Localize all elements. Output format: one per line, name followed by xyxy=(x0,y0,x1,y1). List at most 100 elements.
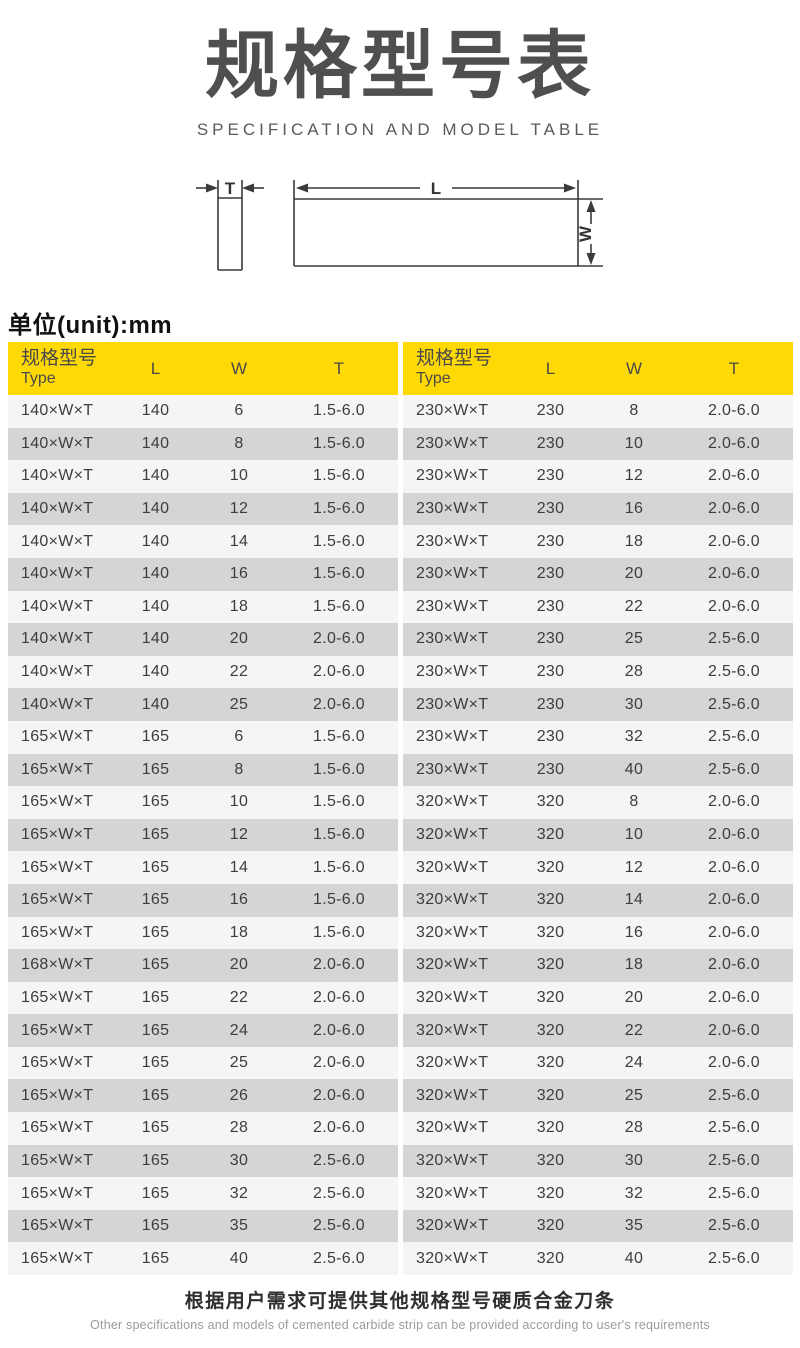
cell-l: 140 xyxy=(141,597,170,615)
cell-type: 165×W×T xyxy=(21,1086,94,1104)
table-row: 230×W×T 230 20 2.0-6.0 xyxy=(403,557,793,591)
table-row: 140×W×T 140 12 1.5-6.0 xyxy=(8,492,398,526)
cell-l: 165 xyxy=(141,1086,170,1104)
cell-w: 18 xyxy=(624,956,644,974)
cell-t: 2.0-6.0 xyxy=(313,956,365,974)
table-row: 165×W×T 165 16 1.5-6.0 xyxy=(8,883,398,917)
cell-type: 140×W×T xyxy=(21,532,94,550)
table-row: 140×W×T 140 20 2.0-6.0 xyxy=(8,623,398,656)
cell-type: 230×W×T xyxy=(416,728,489,746)
cell-w: 32 xyxy=(229,1184,249,1202)
column-header-type-zh: 规格型号 xyxy=(21,348,98,370)
table-row: 140×W×T 140 25 2.0-6.0 xyxy=(8,688,398,721)
cell-l: 165 xyxy=(141,923,170,941)
cell-t: 2.0-6.0 xyxy=(313,663,365,681)
cell-type: 165×W×T xyxy=(21,923,94,941)
column-header-type: 规格型号 Type xyxy=(403,348,508,388)
cell-w: 20 xyxy=(229,630,249,648)
cell-t: 2.0-6.0 xyxy=(313,1054,365,1072)
table-row: 165×W×T 165 40 2.5-6.0 xyxy=(8,1242,398,1276)
table-row: 320×W×T 320 16 2.0-6.0 xyxy=(403,916,793,950)
w-arrow-down-icon xyxy=(586,253,596,265)
cell-t: 2.0-6.0 xyxy=(708,891,760,909)
cell-w: 16 xyxy=(229,891,249,909)
cell-type: 230×W×T xyxy=(416,597,489,615)
table-row: 165×W×T 165 10 1.5-6.0 xyxy=(8,786,398,819)
cell-w: 8 xyxy=(234,760,244,778)
table-row: 165×W×T 165 6 1.5-6.0 xyxy=(8,720,398,754)
table-row: 320×W×T 320 25 2.5-6.0 xyxy=(403,1079,793,1113)
cell-l: 165 xyxy=(141,1249,170,1267)
table-row: 230×W×T 230 40 2.5-6.0 xyxy=(403,753,793,787)
cell-w: 24 xyxy=(624,1054,644,1072)
cell-type: 165×W×T xyxy=(21,1021,94,1039)
cell-l: 320 xyxy=(536,1054,565,1072)
table-row: 140×W×T 140 6 1.5-6.0 xyxy=(8,395,398,428)
cell-t: 1.5-6.0 xyxy=(313,467,365,485)
cell-w: 8 xyxy=(234,434,244,452)
table-row: 230×W×T 230 8 2.0-6.0 xyxy=(403,395,793,428)
l-arrow-left-icon xyxy=(296,183,308,193)
cell-w: 12 xyxy=(229,826,249,844)
cell-l: 140 xyxy=(141,500,170,518)
table-row: 230×W×T 230 22 2.0-6.0 xyxy=(403,590,793,624)
cell-l: 140 xyxy=(141,402,170,420)
table-row: 230×W×T 230 10 2.0-6.0 xyxy=(403,427,793,461)
cell-w: 24 xyxy=(229,1021,249,1039)
cell-l: 230 xyxy=(536,565,565,583)
cell-w: 25 xyxy=(229,1054,249,1072)
cell-t: 2.0-6.0 xyxy=(313,988,365,1006)
cell-l: 230 xyxy=(536,500,565,518)
cell-w: 35 xyxy=(624,1217,644,1235)
cell-type: 165×W×T xyxy=(21,793,94,811)
table-header: 规格型号 Type L W T xyxy=(403,342,793,395)
table-row: 230×W×T 230 18 2.0-6.0 xyxy=(403,525,793,558)
cell-t: 1.5-6.0 xyxy=(313,923,365,941)
cell-type: 320×W×T xyxy=(416,1054,489,1072)
cell-l: 320 xyxy=(536,1119,565,1137)
cell-l: 320 xyxy=(536,891,565,909)
cell-l: 320 xyxy=(536,1151,565,1169)
cell-w: 18 xyxy=(229,923,249,941)
cell-t: 2.5-6.0 xyxy=(708,1217,760,1235)
cell-w: 40 xyxy=(624,1249,644,1267)
cell-w: 22 xyxy=(624,597,644,615)
cell-l: 230 xyxy=(536,597,565,615)
table-row: 230×W×T 230 16 2.0-6.0 xyxy=(403,492,793,526)
cell-w: 25 xyxy=(624,1086,644,1104)
cell-l: 140 xyxy=(141,565,170,583)
cell-l: 165 xyxy=(141,1184,170,1202)
cell-t: 2.0-6.0 xyxy=(708,597,760,615)
cell-l: 320 xyxy=(536,1021,565,1039)
column-header-t: T xyxy=(333,358,345,378)
cell-type: 140×W×T xyxy=(21,565,94,583)
cell-t: 2.0-6.0 xyxy=(708,956,760,974)
cell-type: 140×W×T xyxy=(21,434,94,452)
column-header-type-en: Type xyxy=(21,370,56,388)
cell-w: 18 xyxy=(624,532,644,550)
cell-w: 8 xyxy=(629,793,639,811)
cell-l: 230 xyxy=(536,663,565,681)
cell-t: 2.5-6.0 xyxy=(708,663,760,681)
cell-type: 165×W×T xyxy=(21,988,94,1006)
cell-t: 1.5-6.0 xyxy=(313,891,365,909)
cell-w: 22 xyxy=(229,663,249,681)
cell-l: 165 xyxy=(141,956,170,974)
table-row: 320×W×T 320 8 2.0-6.0 xyxy=(403,786,793,819)
w-dimension-label: W xyxy=(576,225,595,242)
cell-w: 16 xyxy=(624,500,644,518)
table-row: 165×W×T 165 24 2.0-6.0 xyxy=(8,1014,398,1047)
cell-type: 165×W×T xyxy=(21,1249,94,1267)
table-row: 165×W×T 165 14 1.5-6.0 xyxy=(8,851,398,884)
cell-type: 140×W×T xyxy=(21,597,94,615)
cell-w: 32 xyxy=(624,1184,644,1202)
cell-w: 14 xyxy=(624,891,644,909)
cell-type: 230×W×T xyxy=(416,532,489,550)
cell-w: 28 xyxy=(624,663,644,681)
cell-t: 2.0-6.0 xyxy=(708,434,760,452)
cell-l: 230 xyxy=(536,467,565,485)
l-dimension-label: L xyxy=(431,179,441,198)
table-row: 168×W×T 165 20 2.0-6.0 xyxy=(8,949,398,982)
cell-w: 30 xyxy=(624,695,644,713)
